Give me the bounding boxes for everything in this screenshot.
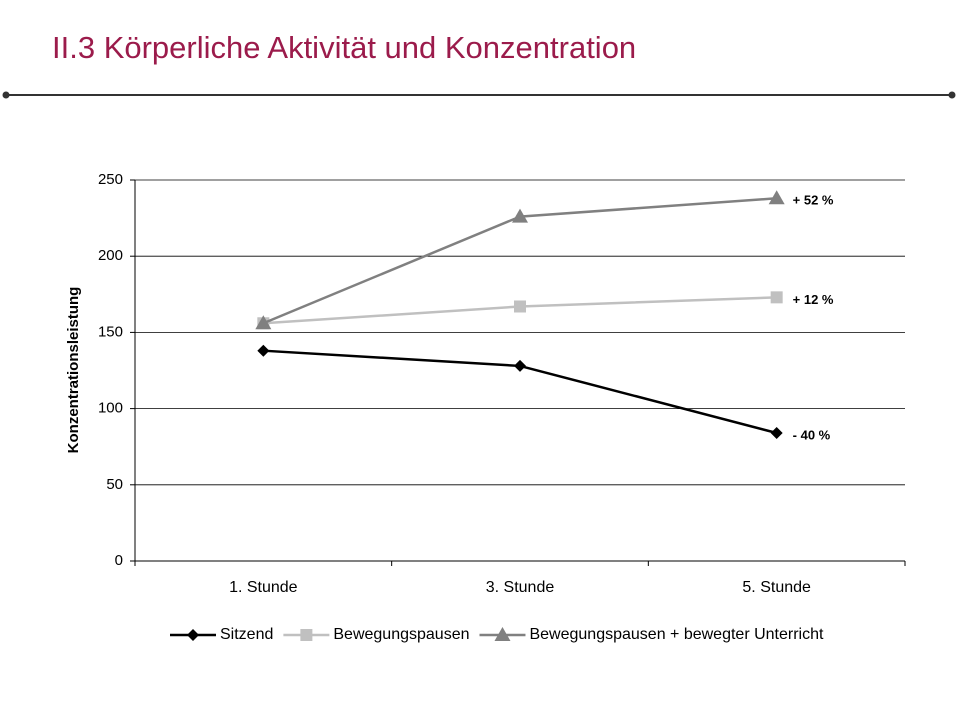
annotation: + 52 % — [793, 193, 834, 208]
slide-title: II.3 Körperliche Aktivität und Konzentra… — [52, 30, 636, 65]
legend-label: Bewegungspausen + bewegter Unterricht — [529, 626, 824, 643]
x-tick-label: 5. Stunde — [742, 579, 811, 596]
y-tick-label: 100 — [98, 400, 123, 417]
data-point — [514, 359, 526, 372]
y-tick-label: 50 — [106, 476, 123, 493]
data-point — [255, 315, 272, 330]
legend-marker — [494, 627, 511, 641]
data-point — [770, 426, 783, 439]
x-tick-label: 1. Stunde — [229, 579, 298, 596]
rule-dot — [948, 91, 956, 99]
data-point — [257, 344, 270, 357]
rule-dot — [2, 91, 10, 99]
annotation: + 12 % — [793, 292, 834, 307]
y-tick-label: 150 — [98, 323, 123, 340]
x-tick-label: 3. Stunde — [486, 579, 555, 596]
legend-marker — [187, 629, 199, 641]
legend-label: Sitzend — [220, 626, 273, 643]
data-point — [768, 190, 785, 205]
y-tick-label: 0 — [115, 552, 123, 569]
y-tick-label: 200 — [98, 247, 123, 264]
data-point — [514, 300, 526, 313]
legend-marker — [300, 629, 313, 641]
y-tick-label: 250 — [98, 171, 123, 188]
annotation: - 40 % — [793, 427, 831, 442]
data-point — [770, 291, 783, 304]
data-point — [512, 208, 528, 223]
y-axis-label: Konzentrationsleistung — [65, 287, 82, 454]
legend-label: Bewegungspausen — [333, 626, 469, 643]
